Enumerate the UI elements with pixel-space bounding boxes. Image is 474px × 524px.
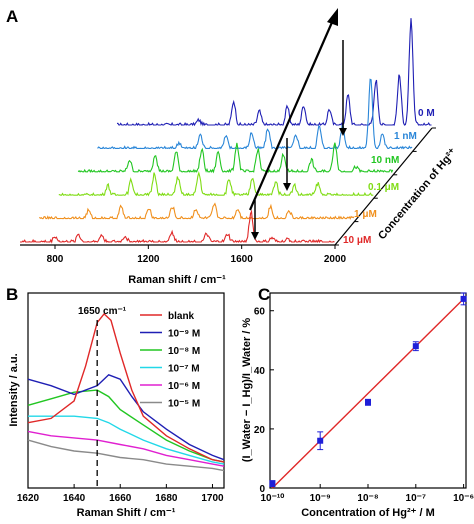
y-tick-label: 60	[254, 307, 266, 318]
legend-label: blank	[168, 311, 195, 322]
y-tick-label: 0	[259, 484, 265, 495]
panel-a-traces	[20, 18, 432, 244]
arrow-down-icon	[339, 128, 347, 136]
panel-b-legend: blank 10⁻⁹ M 10⁻⁸ M 10⁻⁷ M 10⁻⁶ M 10⁻⁵ M	[140, 311, 200, 410]
trace-label: 10 μM	[343, 235, 371, 246]
arrow-down-icon	[283, 183, 291, 191]
panel-a-arrows	[248, 8, 347, 240]
trace-line	[97, 78, 413, 150]
trace-line	[77, 142, 394, 174]
trace-line	[58, 171, 374, 197]
panel-a-x-title: Raman shift / cm⁻¹	[128, 274, 226, 286]
panel-b-lines	[27, 312, 225, 472]
x-tick-label: 1680	[155, 493, 178, 504]
x-tick-label: 2000	[324, 254, 347, 265]
diagonal-arrow	[248, 19, 335, 211]
trace-line	[20, 209, 335, 244]
x-tick-label: 1660	[109, 493, 132, 504]
x-tick-label: 10⁻⁷	[406, 493, 427, 504]
spectrum-line	[27, 439, 225, 472]
trace-label: 10 nM	[371, 155, 399, 166]
trace-label: 0.1 μM	[368, 182, 399, 193]
x-tick-label: 1620	[17, 493, 40, 504]
x-tick-label: 10⁻⁶	[453, 493, 474, 504]
panel-b-x-title: Raman Shift / cm⁻¹	[77, 507, 176, 519]
fit-line	[271, 298, 465, 489]
spectrum-line	[28, 415, 225, 465]
data-point	[269, 480, 276, 487]
trace-line	[116, 18, 432, 127]
panel-b: B 1650 cm⁻¹ 1620 1640 1660 1680 1700 Raman S…	[6, 285, 225, 519]
panel-b-x-ticks: 1620 1640 1660 1680 1700	[17, 484, 224, 504]
data-point	[460, 295, 467, 302]
legend-label: 10⁻⁹ M	[168, 329, 200, 340]
panel-b-annotation: 1650 cm⁻¹	[78, 306, 127, 317]
panel-c-frame	[269, 292, 467, 489]
legend-label: 10⁻⁷ M	[168, 364, 200, 375]
y-tick-label: 40	[254, 366, 266, 377]
panel-c-x-ticks: 10⁻¹⁰ 10⁻⁹ 10⁻⁸ 10⁻⁷ 10⁻⁶	[261, 484, 474, 504]
panel-b-letter: B	[6, 285, 18, 304]
panel-a-x-ticks: 800 1200 1600 2000	[47, 245, 347, 265]
x-tick-label: 1600	[231, 254, 254, 265]
trace-line	[38, 202, 355, 220]
trace-label: 1 nM	[394, 131, 417, 142]
x-tick-label: 800	[47, 254, 64, 265]
panel-c-plot	[269, 292, 467, 489]
panel-c-x-title: Concentration of Hg²⁺ / M	[301, 507, 435, 519]
panel-a-depth-ticks	[335, 127, 436, 246]
legend-label: 10⁻⁵ M	[168, 399, 200, 410]
panel-a-letter: A	[6, 7, 18, 26]
panel-a: A 800 1200 1600 2000 Raman shift / cm⁻¹ 10 …	[6, 7, 459, 286]
x-tick-label: 10⁻⁹	[310, 493, 331, 504]
legend-label: 10⁻⁸ M	[168, 346, 200, 357]
x-tick-label: 1700	[201, 493, 224, 504]
x-tick-label: 10⁻¹⁰	[261, 493, 285, 504]
panel-c-y-ticks: 0 20 40 60	[254, 307, 274, 495]
x-tick-label: 1200	[137, 254, 160, 265]
panel-b-y-title: Intensity / a.u.	[8, 353, 20, 426]
diagonal-arrow-head-icon	[327, 8, 338, 26]
y-tick-label: 20	[254, 425, 266, 436]
panel-c: C 0 20 40 60 10⁻¹⁰ 10⁻⁹ 10⁻⁸ 10⁻⁷ 10⁻⁶ Concentr…	[241, 285, 474, 519]
panel-a-trace-labels: 10 μM 1 μM 0.1 μM 10 nM 1 nM 0 M	[343, 108, 435, 246]
x-tick-label: 1640	[63, 493, 86, 504]
panel-a-depth-axis	[334, 127, 433, 246]
legend-label: 10⁻⁶ M	[168, 381, 200, 392]
x-tick-label: 10⁻⁸	[357, 493, 378, 504]
data-point	[317, 437, 324, 444]
spectrum-line	[27, 430, 225, 467]
arrow-down-icon	[251, 232, 259, 240]
spectrum-line	[27, 373, 225, 461]
spectrum-line	[27, 312, 225, 463]
data-point	[365, 399, 371, 406]
panel-c-y-title: (I_Water − I_Hg)/I_Water / %	[241, 318, 253, 463]
trace-label: 0 M	[418, 108, 435, 119]
panel-b-frame	[27, 292, 225, 489]
trace-label: 1 μM	[354, 209, 377, 220]
panel-c-letter: C	[258, 285, 270, 304]
spectrum-line	[27, 389, 225, 463]
data-point	[412, 343, 419, 350]
